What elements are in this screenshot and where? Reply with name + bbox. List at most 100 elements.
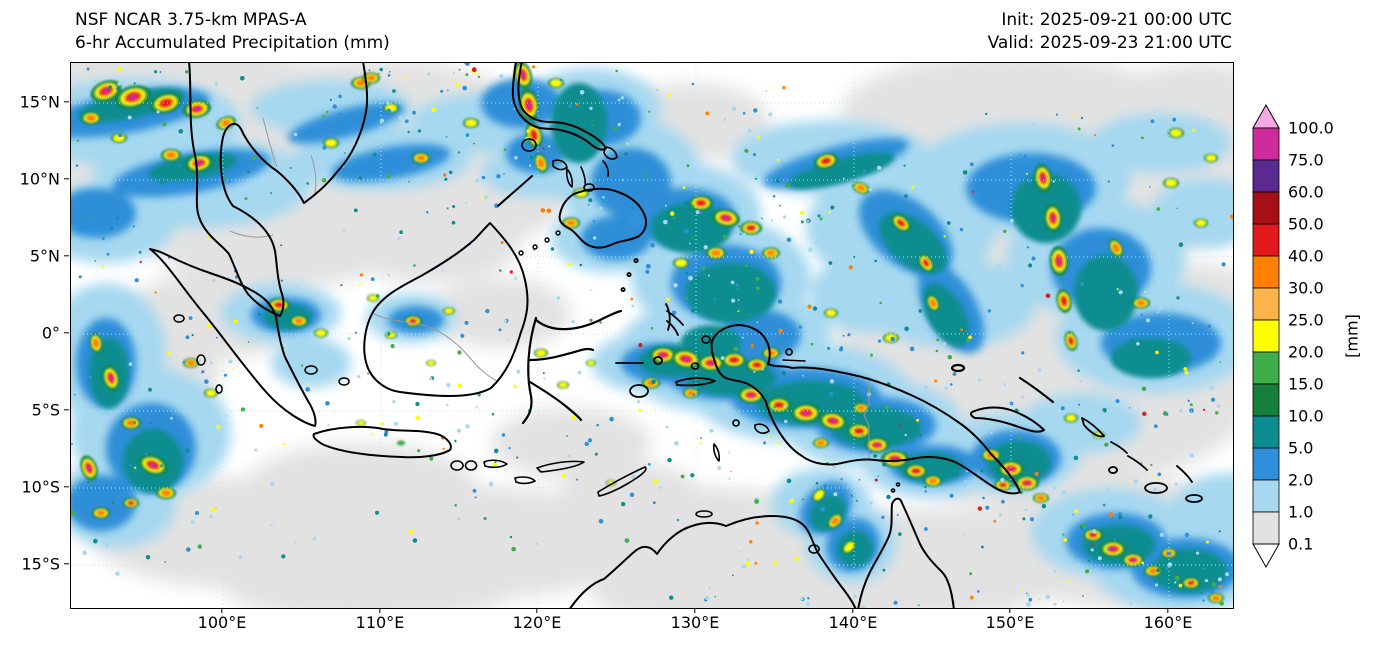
precip-speck	[500, 241, 504, 245]
precip-speck	[226, 414, 229, 418]
precip-speck	[542, 372, 545, 375]
precip-shape	[1151, 549, 1227, 593]
precip-shape	[581, 216, 651, 260]
precip-speck	[363, 165, 366, 169]
precip-shape	[506, 133, 566, 173]
precip-speck	[215, 336, 218, 339]
precip-speck	[746, 558, 750, 561]
precip-speck	[86, 431, 92, 437]
precip-speck	[729, 519, 731, 522]
precip-speck	[1150, 151, 1153, 154]
precip-speck	[692, 204, 695, 207]
precip-cell	[1112, 243, 1120, 253]
precip-speck	[132, 225, 135, 228]
precip-cell	[92, 337, 100, 349]
precip-speck	[1156, 311, 1159, 314]
precip-speck	[722, 234, 727, 240]
precip-speck	[473, 142, 475, 145]
precip-speck	[1170, 195, 1175, 200]
precip-speck	[197, 544, 202, 549]
precip-speck	[1184, 370, 1189, 375]
precip-speck	[1092, 529, 1097, 534]
precip-speck	[1000, 477, 1005, 483]
precip-speck	[709, 428, 714, 433]
precip-speck	[101, 265, 105, 269]
precip-speck	[1158, 306, 1162, 311]
border-kalimantan	[373, 313, 498, 382]
precip-speck	[1219, 601, 1224, 606]
colorbar-segment	[1252, 511, 1280, 545]
coastline-luzon	[511, 63, 607, 151]
precip-cell	[316, 330, 326, 336]
y-axis-tick-mark	[64, 101, 69, 103]
precip-cell	[149, 462, 157, 468]
precip-speck	[657, 314, 660, 317]
colorbar-tick-label: 50.0	[1288, 214, 1324, 234]
precip-speck	[591, 124, 594, 127]
precip-speck	[978, 239, 984, 244]
precip-speck	[602, 101, 604, 103]
precip-cell	[294, 318, 304, 324]
precip-speck	[731, 106, 737, 112]
precip-speck	[717, 466, 721, 471]
precip-cell	[1206, 155, 1216, 161]
precip-speck	[904, 194, 908, 198]
y-axis-tick-label: 10°N	[19, 169, 60, 189]
precip-speck	[673, 217, 675, 220]
precip-speck	[664, 204, 667, 207]
precip-speck	[383, 432, 388, 437]
colorbar-extend-below	[1252, 543, 1280, 569]
precip-speck	[720, 356, 725, 360]
precip-speck	[475, 178, 480, 183]
precip-speck	[1108, 512, 1114, 517]
precip-cell	[821, 158, 831, 164]
precip-speck	[1082, 595, 1084, 597]
precip-speck	[392, 400, 396, 404]
precip-speck	[784, 419, 788, 424]
precip-speck	[526, 129, 530, 133]
precip-speck	[1216, 404, 1221, 408]
precip-speck	[1073, 114, 1076, 117]
precip-speck	[749, 540, 753, 544]
precip-cell	[766, 250, 776, 256]
precip-speck	[1067, 579, 1069, 582]
precip-speck	[1085, 569, 1090, 574]
precip-speck	[1225, 572, 1229, 577]
precip-speck	[1038, 598, 1041, 601]
precip-speck	[694, 352, 697, 355]
precip-speck	[1217, 577, 1222, 582]
precip-speck	[1079, 380, 1083, 383]
precip-speck	[881, 515, 885, 519]
precip-speck	[643, 171, 646, 175]
precip-speck	[960, 328, 963, 332]
precip-cell	[186, 360, 196, 366]
precip-shape	[837, 531, 873, 567]
precip-speck	[76, 139, 79, 142]
precip-speck	[503, 319, 507, 323]
precip-cell	[444, 308, 454, 314]
precip-speck	[848, 265, 853, 270]
precip-speck	[1104, 435, 1107, 437]
precip-speck	[336, 99, 341, 105]
precip-speck	[779, 204, 782, 207]
precip-speck	[800, 220, 805, 224]
precip-speck	[415, 401, 420, 407]
precip-speck	[1116, 288, 1119, 291]
precip-speck	[979, 450, 984, 455]
coastline-java	[312, 425, 452, 459]
precip-cell	[746, 225, 756, 231]
precip-speck	[1206, 540, 1209, 544]
precip-speck	[924, 527, 928, 531]
precip-speck	[1154, 583, 1159, 587]
precip-speck	[1053, 513, 1056, 515]
precip-cell	[1051, 214, 1055, 222]
valid-time-label: Valid: 2025-09-23 21:00 UTC	[987, 33, 1232, 53]
coastlines	[149, 63, 1203, 608]
precip-speck	[118, 133, 123, 138]
precip-speck	[485, 308, 490, 314]
precip-speck	[1115, 399, 1120, 404]
precip-speck	[738, 225, 740, 228]
precip-speck	[759, 243, 762, 245]
precip-speck	[1150, 119, 1155, 124]
precip-speck	[702, 266, 706, 270]
